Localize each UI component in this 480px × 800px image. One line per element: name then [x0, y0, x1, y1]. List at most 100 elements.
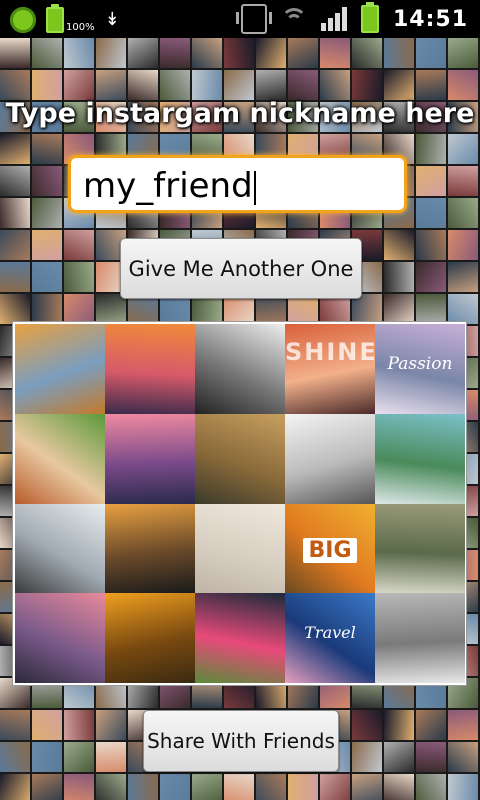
- mosaic-tile: [448, 774, 478, 800]
- mosaic-tile: [32, 38, 62, 68]
- pier-sunset-photo: [105, 413, 195, 504]
- mosaic-tile: [0, 710, 30, 740]
- mosaic-tile: [224, 774, 254, 800]
- mosaic-tile: [32, 166, 62, 196]
- signal-icon: [320, 7, 347, 31]
- mosaic-tile: [32, 262, 62, 292]
- mosaic-tile: [32, 102, 62, 132]
- mosaic-tile: [224, 102, 254, 132]
- mosaic-tile: [320, 70, 350, 100]
- mosaic-tile: [0, 38, 30, 68]
- mosaic-tile: [352, 70, 382, 100]
- mosaic-tile: [320, 294, 350, 324]
- mosaic-tile: [416, 70, 446, 100]
- mosaic-tile: [288, 38, 318, 68]
- mosaic-tile: [416, 710, 446, 740]
- mosaic-tile: [448, 134, 478, 164]
- mosaic-tile: [416, 262, 446, 292]
- mosaic-tile: [0, 102, 30, 132]
- mosaic-tile: [448, 710, 478, 740]
- mosaic-tile: [384, 102, 414, 132]
- travel-photo: Travel: [285, 593, 375, 683]
- nickname-input[interactable]: my_friend: [68, 155, 407, 213]
- status-bar: 100% ↡ 14:51: [0, 0, 480, 38]
- mosaic-tile: [0, 262, 30, 292]
- mosaic-tile: [384, 774, 414, 800]
- mosaic-tile: [0, 294, 30, 324]
- share-with-friends-button[interactable]: Share With Friends: [143, 710, 339, 772]
- dandelion-photo: [15, 503, 105, 594]
- mosaic-tile: [256, 102, 286, 132]
- mosaic-tile: [224, 70, 254, 100]
- mosaic-tile: [0, 70, 30, 100]
- status-bar-right: 14:51: [235, 2, 468, 34]
- mosaic-tile: [256, 38, 286, 68]
- mosaic-tile: [0, 134, 30, 164]
- pier-bw-photo: [195, 324, 285, 414]
- mosaic-tile: [160, 70, 190, 100]
- mosaic-tile: [416, 198, 446, 228]
- mosaic-tile: [64, 70, 94, 100]
- mosaic-tile: [416, 294, 446, 324]
- mosaic-tile: [0, 198, 30, 228]
- mosaic-tile: [352, 710, 382, 740]
- mosaic-tile: [320, 38, 350, 68]
- mosaic-tile: [416, 102, 446, 132]
- mosaic-tile: [160, 38, 190, 68]
- status-bar-left: 100% ↡: [10, 3, 120, 33]
- eiffel-faded-photo: [195, 503, 285, 594]
- mosaic-tile: [384, 710, 414, 740]
- mosaic-tile: [416, 38, 446, 68]
- dog-photo: [15, 413, 105, 504]
- mosaic-tile: [96, 774, 126, 800]
- big-road-photo: BIG: [285, 503, 375, 594]
- mosaic-tile: [384, 38, 414, 68]
- collage-tile-caption: Passion: [387, 354, 453, 374]
- mosaic-tile: [64, 774, 94, 800]
- mosaic-tile: [416, 166, 446, 196]
- mosaic-tile: [32, 198, 62, 228]
- mosaic-tile: [256, 70, 286, 100]
- stone-plaque-photo: [375, 593, 465, 683]
- mosaic-tile: [96, 294, 126, 324]
- mosaic-tile: [32, 294, 62, 324]
- give-me-another-button[interactable]: Give Me Another One: [120, 238, 362, 299]
- mosaic-tile: [192, 38, 222, 68]
- mosaic-tile: [352, 774, 382, 800]
- mosaic-tile: [448, 262, 478, 292]
- mosaic-tile: [160, 102, 190, 132]
- eiffel-sunset-photo: [105, 324, 195, 414]
- mosaic-tile: [224, 38, 254, 68]
- mosaic-tile: [416, 742, 446, 772]
- mosaic-tile: [64, 262, 94, 292]
- mosaic-tile: [32, 774, 62, 800]
- mosaic-tile: [64, 102, 94, 132]
- mosaic-tile: [352, 742, 382, 772]
- mosaic-tile: [288, 774, 318, 800]
- app-notification-icon: [10, 6, 36, 33]
- mosaic-tile: [128, 70, 158, 100]
- mosaic-tile: [384, 70, 414, 100]
- grass-photo: [375, 503, 465, 594]
- nickname-input-value: my_friend: [83, 166, 253, 206]
- shine-text-photo: SHINE: [285, 324, 375, 414]
- mosaic-tile: [96, 742, 126, 772]
- mosaic-tile: [128, 102, 158, 132]
- mosaic-tile: [192, 70, 222, 100]
- mosaic-tile: [320, 102, 350, 132]
- mosaic-tile: [0, 166, 30, 196]
- mosaic-tile: [128, 294, 158, 324]
- mosaic-tile: [96, 710, 126, 740]
- mosaic-tile: [32, 742, 62, 772]
- mosaic-tile: [448, 198, 478, 228]
- passion-balloon-photo: Passion: [375, 324, 465, 414]
- mosaic-tile: [416, 774, 446, 800]
- mosaic-tile: [96, 38, 126, 68]
- page-title: Type instargam nickname here: [5, 98, 475, 129]
- typography-poster-photo: [285, 413, 375, 504]
- wifi-icon: [280, 8, 307, 30]
- mosaic-tile: [32, 70, 62, 100]
- battery-percent: 100%: [66, 22, 95, 33]
- status-time: 14:51: [392, 6, 468, 32]
- mosaic-tile: [192, 102, 222, 132]
